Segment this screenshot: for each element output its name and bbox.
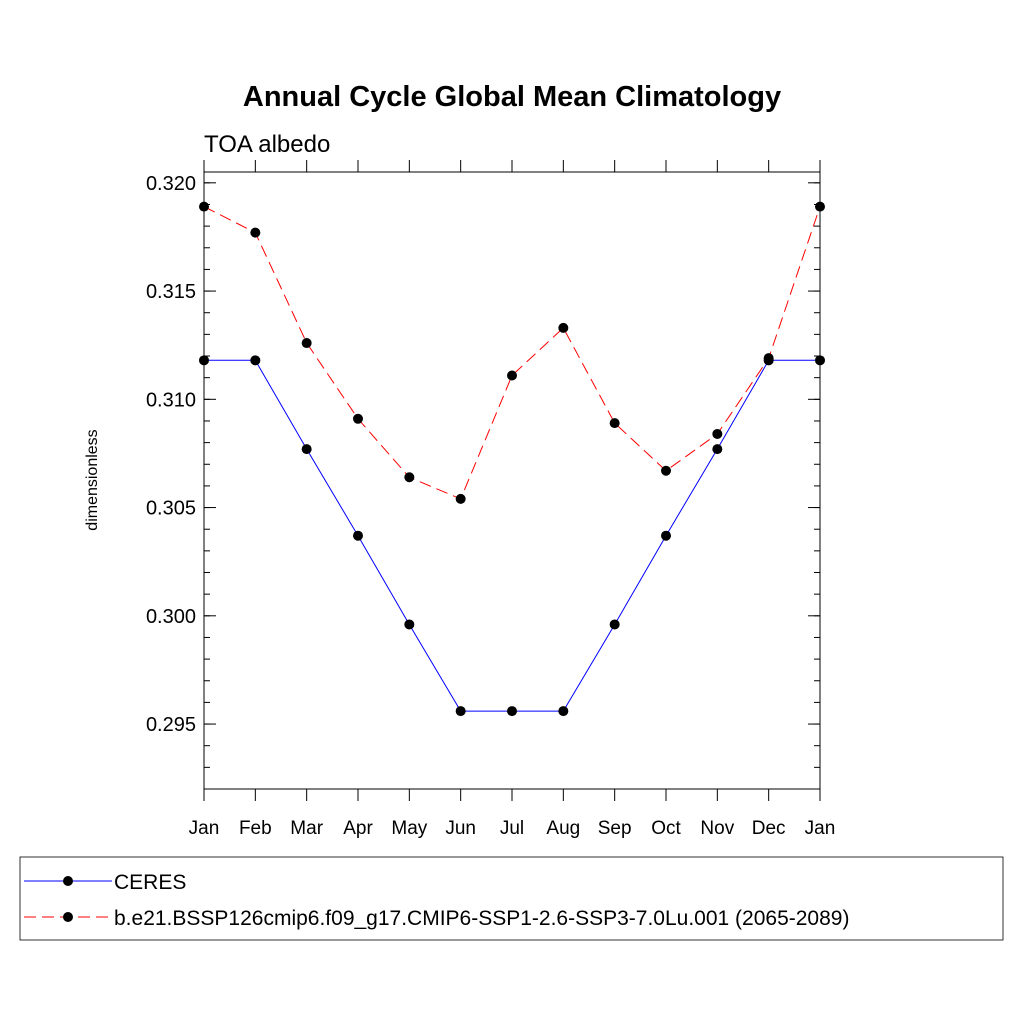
x-tick-label: Oct [651, 818, 681, 839]
x-tick-label: Nov [700, 818, 734, 839]
data-point-ceres [455, 706, 466, 717]
y-tick-label: 0.300 [146, 606, 196, 628]
major-ticks [204, 182, 820, 725]
legend: CERES b.e21.BSSP126cmip6.f09_g17.CMIP6-S… [19, 856, 1004, 941]
x-tick-labels: Jan Feb Mar Apr May Jun Jul Aug Sep Oct Nov Dec Jan [189, 818, 836, 839]
series-markers [199, 201, 825, 717]
data-point-ceres [353, 530, 363, 541]
data-point-ceres [558, 706, 569, 717]
x-tick-label: May [391, 818, 427, 839]
x-tick-label: Jan [189, 818, 220, 839]
data-point-ceres [301, 444, 312, 455]
legend-box [19, 856, 1004, 941]
x-tick-label: Dec [752, 818, 786, 839]
y-tick-label: 0.295 [146, 714, 196, 736]
data-point-ceres [815, 355, 825, 366]
plot-frame [203, 171, 821, 790]
series-line-model [203, 206, 821, 500]
chart-title: Annual Cycle Global Mean Climatology [243, 81, 781, 113]
data-point-model [815, 201, 825, 212]
y-tick-label: 0.305 [146, 498, 196, 520]
data-point-model [455, 493, 466, 504]
data-point-model [250, 227, 261, 238]
data-point-ceres [609, 619, 620, 630]
data-point-ceres [199, 355, 209, 366]
x-tick-label: Jul [500, 818, 524, 839]
series-lines [203, 206, 821, 712]
legend-label-ceres: CERES [114, 871, 186, 894]
y-tick-labels: 0.295 0.300 0.305 0.310 0.315 0.320 [146, 173, 196, 736]
data-point-model [301, 338, 312, 349]
data-point-model [199, 201, 209, 212]
data-point-model [609, 418, 620, 429]
legend-label-model: b.e21.BSSP126cmip6.f09_g17.CMIP6-SSP1-2.… [114, 907, 849, 930]
data-point-model [404, 472, 415, 483]
x-ticks [203, 160, 821, 801]
minor-ticks [204, 182, 820, 790]
y-tick-label: 0.315 [146, 281, 196, 303]
y-tick-label: 0.310 [146, 389, 196, 411]
y-tick-label: 0.320 [146, 173, 196, 195]
x-tick-label: Sep [598, 818, 632, 839]
data-point-model [763, 353, 774, 364]
y-axis-label: dimensionless [84, 429, 101, 530]
chart-subtitle: TOA albedo [204, 131, 330, 158]
data-point-ceres [712, 444, 723, 455]
legend-marker-model [63, 912, 73, 922]
data-point-ceres [507, 706, 517, 717]
legend-marker-ceres [63, 876, 73, 886]
x-tick-label: Mar [290, 818, 323, 839]
data-point-model [661, 465, 671, 476]
data-point-model [712, 428, 723, 439]
x-tick-label: Jan [805, 818, 836, 839]
data-point-ceres [250, 355, 261, 366]
x-tick-label: Apr [343, 818, 373, 839]
x-tick-label: Aug [546, 818, 580, 839]
x-tick-label: Feb [239, 818, 272, 839]
data-point-model [558, 322, 569, 333]
data-point-model [353, 413, 363, 424]
data-point-ceres [661, 530, 671, 541]
data-point-ceres [404, 619, 415, 630]
x-tick-label: Jun [445, 818, 476, 839]
series-line-ceres [204, 359, 820, 712]
data-point-model [507, 370, 517, 381]
